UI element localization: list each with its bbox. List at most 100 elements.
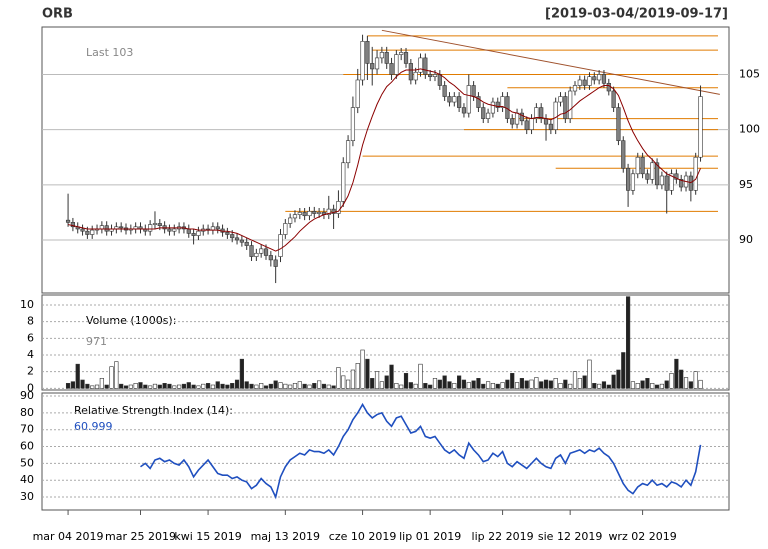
candle-body [283, 223, 288, 235]
volume-bar [119, 383, 124, 389]
candle-body [635, 156, 640, 175]
volume-bar [539, 381, 544, 389]
volume-bar [239, 358, 244, 389]
candle-body [432, 74, 438, 77]
volume-bar [80, 379, 85, 389]
candle-body [442, 85, 447, 97]
volume-bar [210, 384, 216, 389]
candle-body [514, 112, 520, 125]
candle-body [529, 118, 534, 130]
candle-body [307, 211, 312, 217]
volume-bar [244, 381, 249, 389]
candle-body [452, 96, 457, 103]
y-tick-label: 40 [20, 473, 34, 486]
rsi-label: Relative Strength Index (14): [74, 404, 233, 417]
candle-body [447, 96, 452, 103]
volume-bar [273, 380, 278, 389]
panel-frame [41, 294, 730, 391]
last-label: Last 103 [86, 46, 133, 59]
y-tick-label: 50 [20, 456, 34, 469]
volume-bar [587, 359, 592, 389]
volume-bar [350, 369, 356, 389]
candle-body [80, 228, 85, 232]
y-tick-label: 2 [27, 365, 34, 378]
volume-bar [162, 383, 167, 389]
volume-bar [374, 371, 380, 389]
candle-body [259, 248, 264, 254]
x-tick-label: mar 04 2019 [33, 530, 104, 543]
volume-bar [355, 363, 360, 389]
volume-bar [259, 383, 264, 389]
candle-body [466, 85, 471, 114]
candle-body [418, 57, 423, 73]
candle-body [669, 173, 674, 191]
candle-body [65, 219, 71, 223]
candle-body [597, 74, 602, 81]
volume-bar [312, 383, 317, 389]
candle-body [268, 255, 273, 261]
volume-bar [196, 385, 201, 389]
volume-bar [553, 378, 558, 389]
candle-body [196, 230, 201, 236]
volume-bar [592, 383, 597, 389]
candle-body [650, 162, 655, 180]
candle-body [374, 57, 380, 70]
volume-bar [505, 379, 510, 389]
volume-bar [625, 296, 631, 389]
volume-bar [514, 382, 520, 389]
candle-body [413, 71, 418, 81]
candle-body [360, 41, 365, 81]
volume-bar [413, 383, 418, 389]
volume-bar [104, 384, 109, 389]
volume-bar [90, 385, 95, 389]
volume-bar [447, 381, 452, 389]
volume-bar [128, 384, 133, 389]
volume-bar [249, 383, 254, 389]
candle-body [326, 208, 331, 215]
volume-bar [679, 369, 684, 389]
volume-bar [336, 367, 341, 389]
volume-bar [548, 380, 553, 389]
volume-bar [331, 385, 336, 389]
volume-bar [418, 363, 423, 389]
volume-bar [326, 384, 331, 389]
candle-body [254, 252, 259, 257]
candle-body [302, 212, 307, 217]
volume-bar [399, 384, 404, 389]
y-tick-label: 95 [739, 178, 753, 191]
candle-body [558, 96, 563, 103]
volume-bar [476, 378, 481, 389]
volume-bar [664, 380, 669, 389]
volume-bar [254, 384, 259, 389]
volume-bar [471, 380, 476, 389]
candle-body [524, 120, 529, 130]
candle-body [611, 90, 616, 108]
volume-bar [534, 377, 539, 389]
volume-bar [167, 383, 172, 389]
candle-body [408, 63, 413, 81]
candle-body [423, 57, 428, 75]
volume-label: Volume (1000s): [86, 314, 176, 327]
volume-bar [558, 383, 563, 389]
candle-body [384, 52, 389, 64]
y-tick-label: 6 [27, 331, 34, 344]
candle-body [457, 96, 462, 108]
candle-body [664, 175, 669, 191]
candle-body [191, 233, 196, 236]
candle-body [471, 85, 476, 97]
volume-bar [341, 375, 346, 389]
volume-bar [321, 383, 327, 389]
candle-body [476, 96, 481, 108]
volume-bar [75, 363, 80, 389]
candle-body [312, 211, 317, 214]
candle-body [601, 74, 607, 84]
candle-body [167, 228, 172, 232]
volume-bar [582, 375, 587, 389]
y-tick-label: 0 [27, 381, 34, 394]
candle-body [548, 123, 553, 130]
volume-bar [234, 379, 240, 389]
candle-body [317, 212, 322, 214]
volume-bar [283, 383, 288, 389]
volume-bar [606, 384, 611, 389]
candle-body [186, 228, 191, 234]
